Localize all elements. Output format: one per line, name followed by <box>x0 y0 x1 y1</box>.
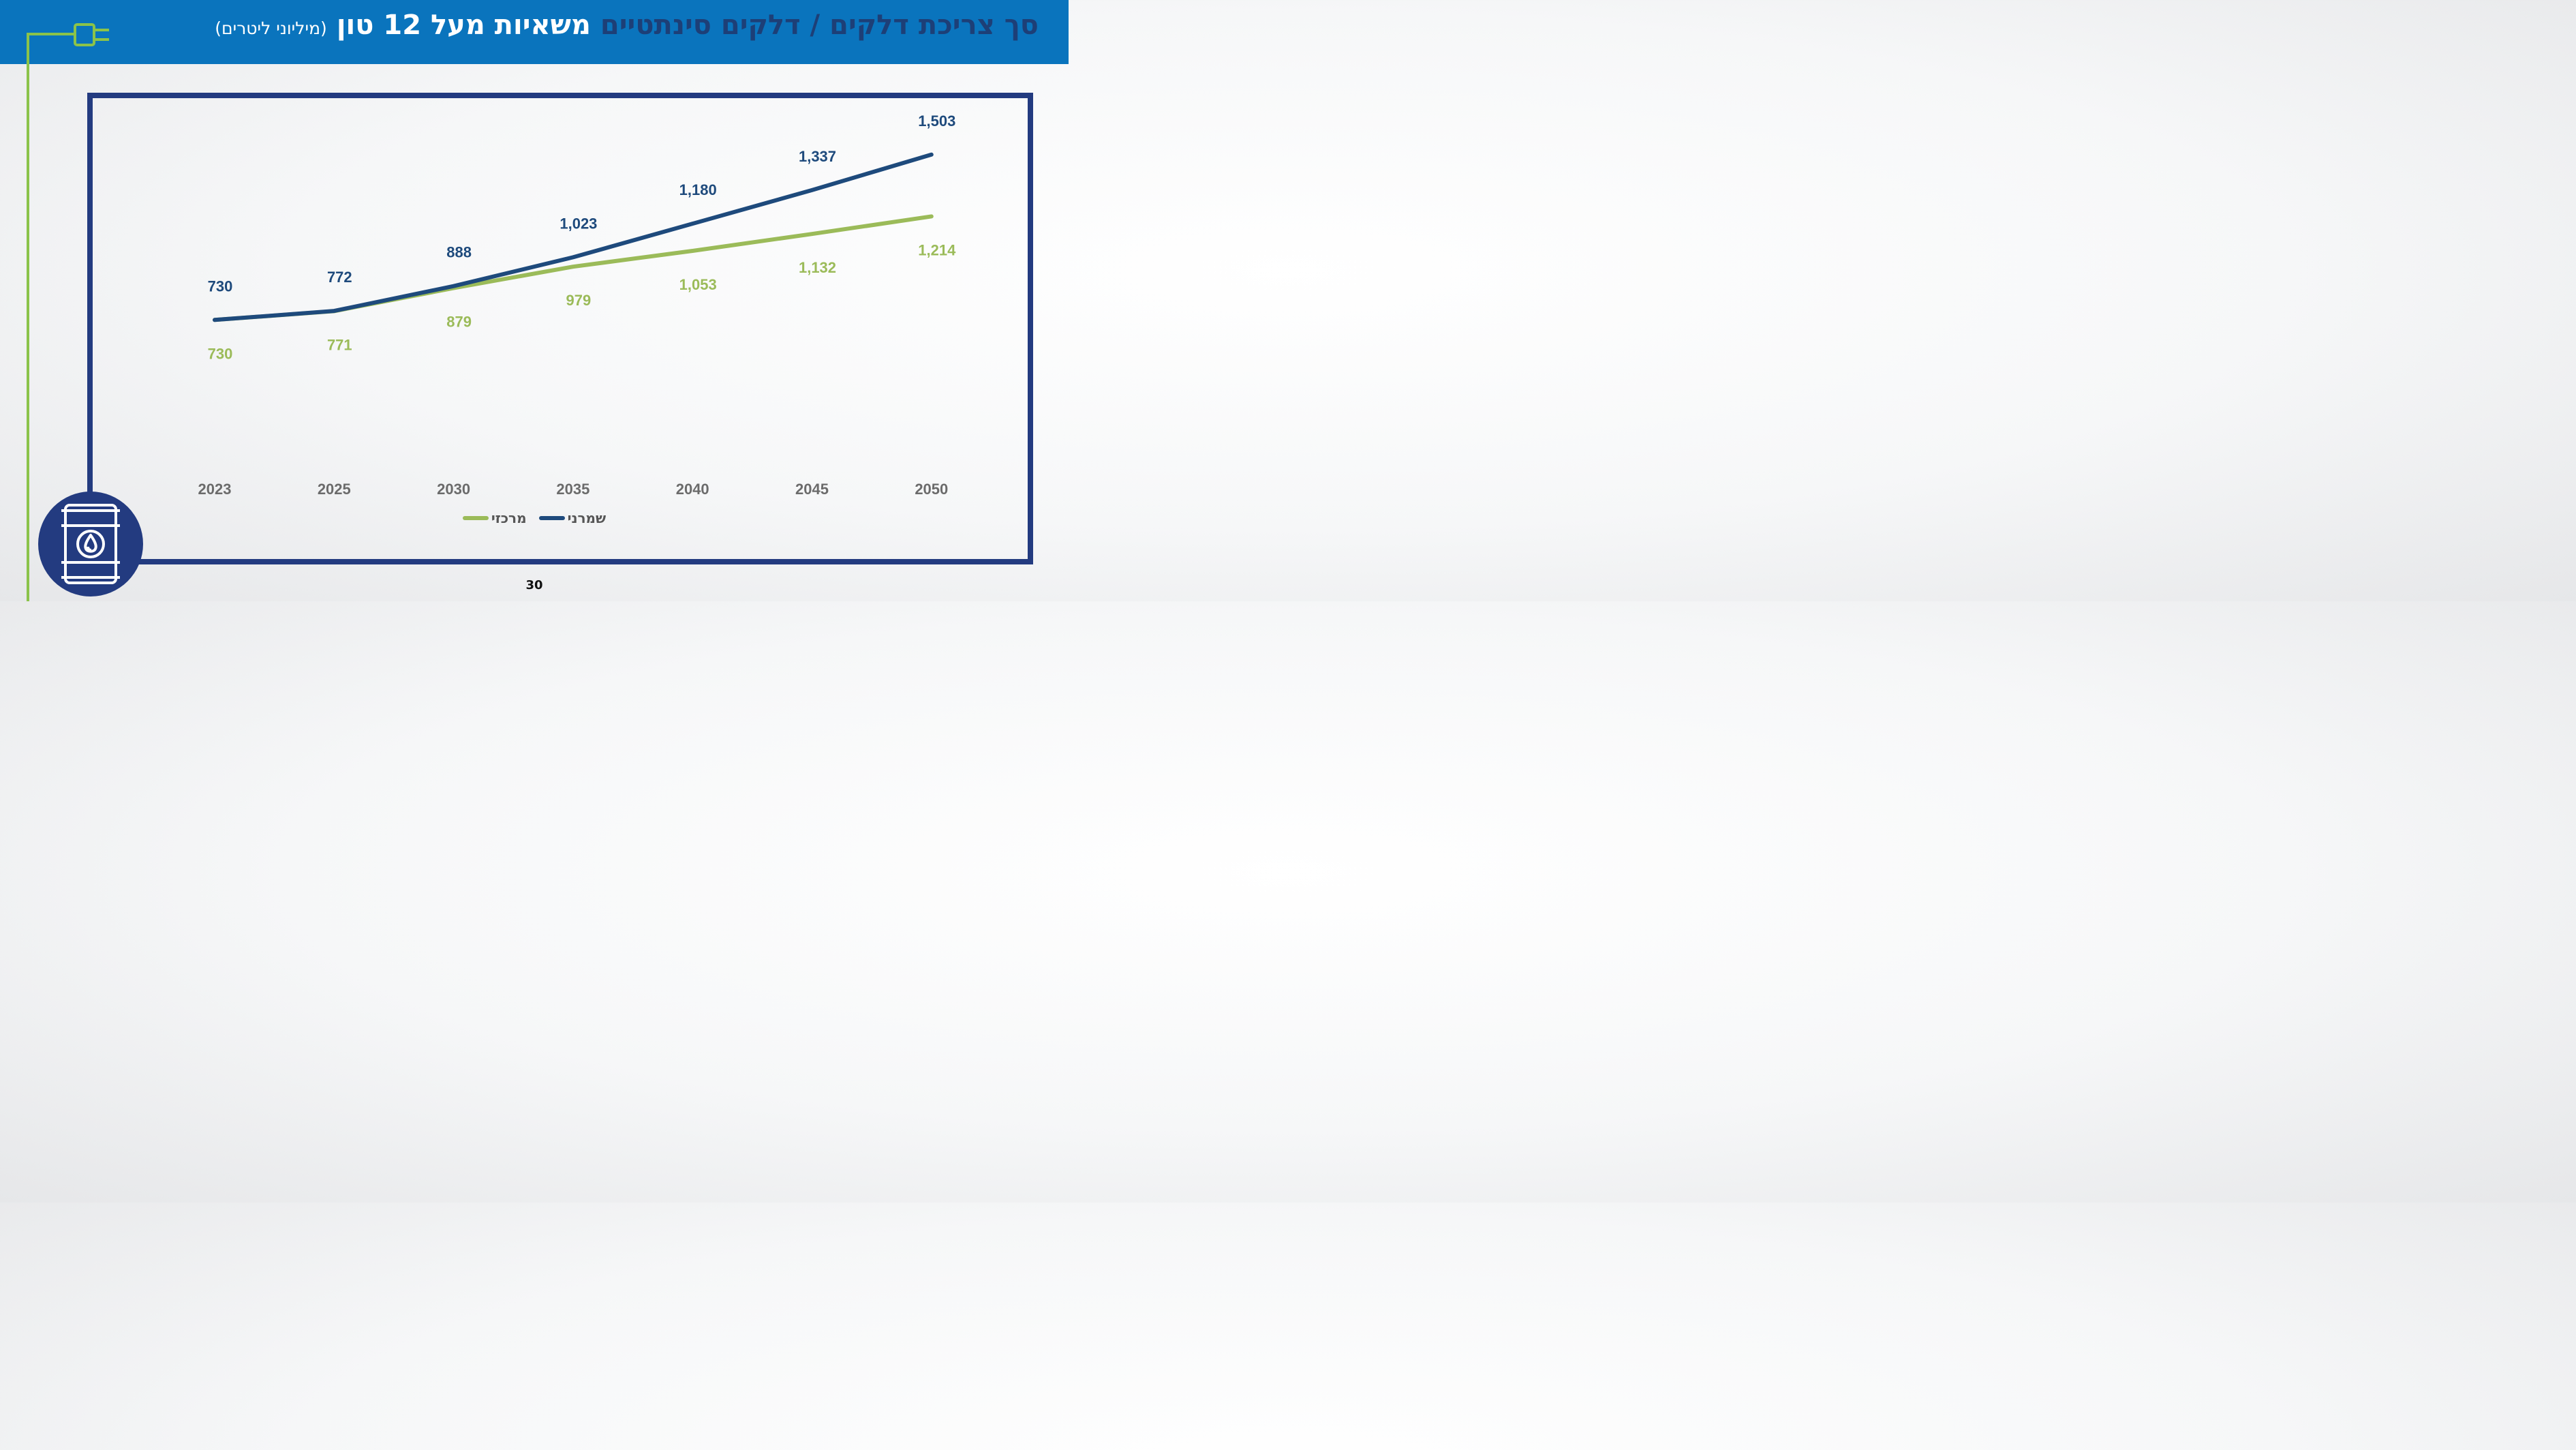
legend-swatch-conservative <box>538 516 565 520</box>
title-segment: משאיות מעל 12 טון <box>336 10 591 41</box>
header-bar <box>0 0 1069 64</box>
data-label-conservative-2025: 772 <box>327 269 352 286</box>
data-label-central-2025: 771 <box>327 336 352 353</box>
data-label-conservative-2040: 1,180 <box>679 181 717 198</box>
x-tick-label-2023: 2023 <box>198 481 232 498</box>
legend-item-conservative: שמרני <box>538 510 607 526</box>
legend-swatch-central <box>462 516 489 520</box>
data-label-central-2023: 730 <box>208 345 233 362</box>
decorative-line <box>27 33 29 601</box>
series-line-conservative <box>213 152 934 322</box>
data-label-central-2045: 1,132 <box>799 259 836 276</box>
data-label-conservative-2023: 730 <box>208 277 233 294</box>
chart-frame <box>87 93 1033 564</box>
data-label-central-2040: 1,053 <box>679 276 717 293</box>
data-label-conservative-2050: 1,503 <box>918 112 955 130</box>
title-main: סך צריכת דלקים / דלקים סינתטיים <box>600 10 1039 41</box>
x-tick-label-2050: 2050 <box>915 481 948 498</box>
x-tick-label-2045: 2045 <box>795 481 829 498</box>
x-tick-label-2040: 2040 <box>676 481 709 498</box>
page-title: סך צריכת דלקים / דלקים סינתטיים משאיות מ… <box>215 10 1039 52</box>
x-tick-label-2030: 2030 <box>437 481 470 498</box>
data-label-conservative-2035: 1,023 <box>559 215 597 232</box>
data-label-central-2035: 979 <box>566 292 592 309</box>
legend-item-central: מרכזי <box>462 510 527 526</box>
legend-label-central: מרכזי <box>491 510 527 526</box>
title-unit: (מיליוני ליטרים) <box>215 18 327 38</box>
oil-barrel-badge <box>38 492 143 596</box>
data-label-conservative-2030: 888 <box>446 244 472 261</box>
oil-barrel-icon <box>61 504 120 584</box>
data-label-central-2030: 879 <box>446 314 472 331</box>
x-tick-label-2025: 2025 <box>318 481 351 498</box>
decorative-line-horizontal <box>27 33 76 35</box>
data-label-central-2050: 1,214 <box>918 241 956 258</box>
line-chart: 2023 2025 2030 2035 2040 2045 2050 730 772 888 1,0… <box>198 112 957 498</box>
page-number: 30 <box>525 578 543 592</box>
legend-label-conservative: שמרני <box>567 510 607 526</box>
plug-icon <box>74 23 109 46</box>
x-tick-label-2035: 2035 <box>556 481 589 498</box>
chart-legend: שמרני מרכזי <box>0 510 1069 526</box>
data-label-conservative-2045: 1,337 <box>799 148 836 165</box>
